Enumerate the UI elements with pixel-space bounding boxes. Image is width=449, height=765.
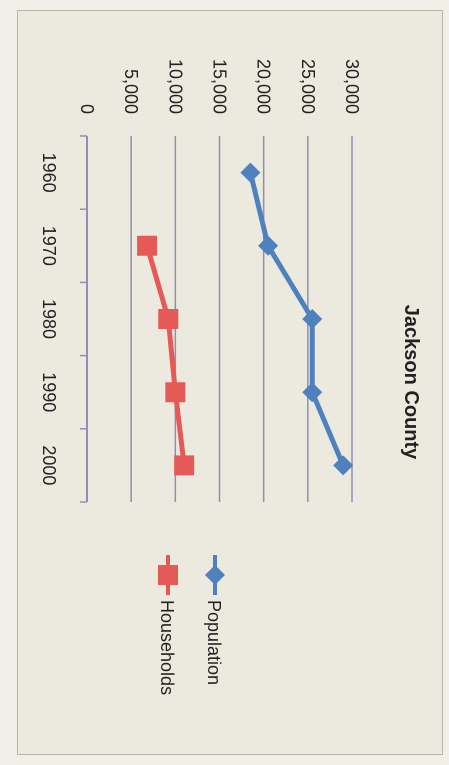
data-point-population xyxy=(240,162,261,183)
x-tick-label: 1960 xyxy=(39,153,59,193)
data-point-households xyxy=(137,235,158,256)
legend-item-households: Households xyxy=(157,555,178,695)
y-tick-label: 5,000 xyxy=(121,69,141,114)
legend-item-population: Population xyxy=(204,555,225,685)
x-tick-label: 1990 xyxy=(39,372,59,412)
y-tick-label: 15,000 xyxy=(210,59,230,114)
series-line-households xyxy=(144,245,187,466)
data-point-households xyxy=(158,309,179,329)
axis-layer xyxy=(80,135,88,503)
y-tick-label: 0 xyxy=(77,104,97,114)
legend: Population Households xyxy=(157,555,225,695)
data-point-households xyxy=(165,382,186,403)
legend-label-households: Households xyxy=(157,600,177,695)
y-tick-label: 30,000 xyxy=(342,59,362,114)
x-tick-label: 1980 xyxy=(39,299,59,339)
legend-label-population: Population xyxy=(204,600,224,685)
chart-title: Jackson County xyxy=(400,305,422,460)
data-point-population xyxy=(302,382,323,403)
y-tick-label: 20,000 xyxy=(254,59,274,114)
series-layer xyxy=(137,162,354,476)
x-tick-label: 2000 xyxy=(39,445,59,485)
data-point-population xyxy=(333,455,354,476)
data-point-households xyxy=(174,455,195,476)
data-point-population xyxy=(302,309,323,329)
data-point-population xyxy=(258,235,279,256)
y-tick-label: 25,000 xyxy=(298,59,318,114)
y-tick-label: 10,000 xyxy=(165,59,185,114)
x-tick-label: 1970 xyxy=(39,226,59,266)
label-layer: 0 5,000 10,000 15,000 20,000 25,000 30,000 1960… xyxy=(39,59,362,485)
